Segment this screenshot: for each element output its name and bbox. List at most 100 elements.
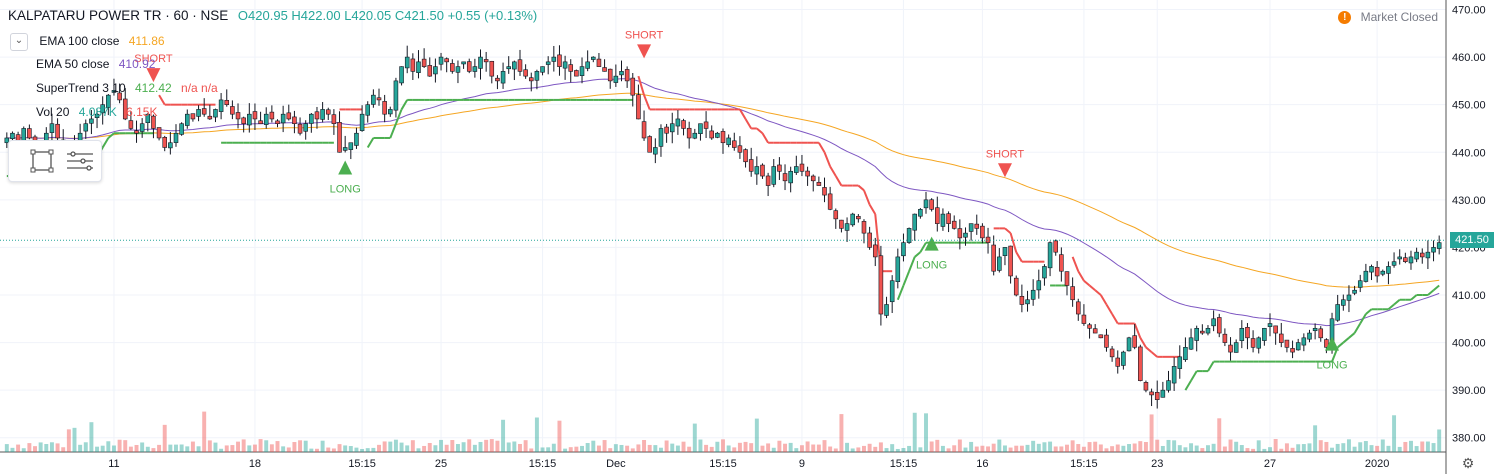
volume-bar <box>309 448 314 452</box>
candle <box>1380 269 1386 277</box>
candle <box>106 94 111 116</box>
candle <box>1104 328 1109 352</box>
volume-bar <box>360 448 365 452</box>
volume-bar <box>845 442 850 452</box>
volume-bar <box>777 440 782 452</box>
volume-bar <box>168 444 173 452</box>
volume-bar <box>281 446 286 452</box>
candle-body <box>1307 332 1312 340</box>
rectangle-tool-icon[interactable] <box>30 149 54 173</box>
volume-bar <box>862 445 866 452</box>
chevron-down-icon[interactable]: ⌄ <box>10 33 28 51</box>
candle <box>1431 240 1436 262</box>
supertrend-segment <box>1184 380 1192 391</box>
volume-bar <box>591 440 596 452</box>
volume-bar <box>884 448 889 452</box>
indicator-volume[interactable]: Vol 20 4.087K 6.15K <box>36 105 157 119</box>
candle <box>185 109 190 129</box>
indicator-value: 412.42 <box>134 81 172 95</box>
volume-bar <box>1076 444 1081 452</box>
volume-bar <box>162 424 167 452</box>
supertrend-segment <box>1077 270 1085 282</box>
ohlc-low: L420.05 <box>344 8 392 23</box>
candle <box>1262 327 1267 346</box>
candle <box>963 227 968 246</box>
candle-body <box>1092 328 1098 334</box>
candle-body <box>55 123 60 139</box>
volume-bar <box>833 448 838 452</box>
candle-body <box>534 71 540 81</box>
candle <box>748 147 754 177</box>
candle-body <box>895 256 901 282</box>
indicator-ema100[interactable]: ⌄ EMA 100 close 411.86 <box>10 33 165 51</box>
candle <box>27 124 32 140</box>
candle-body <box>1419 252 1425 258</box>
candle <box>1414 247 1419 263</box>
supertrend-segment <box>829 166 837 177</box>
drawing-toolbox[interactable] <box>8 140 102 182</box>
indicator-supertrend[interactable]: SuperTrend 3 10 412.42 n/a n/a <box>36 81 218 95</box>
volume-bar <box>907 445 912 452</box>
volume-bar <box>737 442 742 452</box>
volume-bar <box>422 445 427 452</box>
candle-body <box>325 109 331 115</box>
candle <box>1374 261 1380 283</box>
volume-bar <box>749 443 754 452</box>
candle-body <box>1341 299 1346 306</box>
candle-body <box>771 166 777 185</box>
candle-body <box>1279 333 1284 343</box>
indicator-ema50[interactable]: EMA 50 close 410.92 <box>36 57 155 71</box>
candle <box>647 135 652 153</box>
volume-bar <box>416 448 421 452</box>
candle <box>709 125 714 140</box>
candle-body <box>128 120 134 129</box>
candle-body <box>1357 280 1363 288</box>
volume-bar <box>1256 440 1261 452</box>
candle-body <box>286 112 292 120</box>
candle <box>765 172 771 197</box>
candle-body <box>839 219 844 229</box>
gear-icon[interactable]: ⚙ <box>1462 456 1475 472</box>
candle-body <box>1403 257 1408 262</box>
volume-bar <box>66 429 71 452</box>
candle <box>393 77 399 118</box>
volume-bar <box>1189 443 1194 452</box>
candle <box>156 127 162 141</box>
candle <box>562 55 568 80</box>
volume-bar <box>1307 443 1312 452</box>
candle <box>495 75 500 90</box>
horizontal-lines-tool-icon[interactable] <box>67 151 93 171</box>
volume-bar <box>1143 441 1148 452</box>
supertrend-segment <box>823 151 832 167</box>
candle <box>1295 338 1301 351</box>
candle <box>100 96 105 125</box>
candle <box>241 116 246 133</box>
volume-bar <box>1093 441 1098 452</box>
volume-bar <box>957 439 962 452</box>
volume-bar <box>1081 446 1086 452</box>
candle <box>162 135 167 152</box>
candle-body <box>1290 348 1295 353</box>
supertrend-segment <box>1207 361 1215 372</box>
candle <box>1059 247 1064 282</box>
volume-bar <box>1155 439 1160 452</box>
volume-bar <box>213 442 218 452</box>
candle-body <box>438 56 444 65</box>
volume-bar <box>348 446 353 452</box>
long-signal-arrow <box>1325 336 1340 351</box>
volume-bar <box>580 445 584 452</box>
x-tick-label: 15:15 <box>348 458 376 470</box>
candle-body <box>743 149 748 163</box>
candle <box>410 53 416 80</box>
candle-body <box>658 128 664 147</box>
candle-body <box>297 123 303 134</box>
candle <box>1369 264 1374 281</box>
indicator-extra: 6.15K <box>126 105 158 119</box>
candle-body <box>348 142 354 150</box>
candle <box>292 110 297 134</box>
candle-body <box>145 113 151 123</box>
candle-body <box>760 164 765 177</box>
volume-bar <box>95 446 100 452</box>
candle-body <box>201 108 207 115</box>
